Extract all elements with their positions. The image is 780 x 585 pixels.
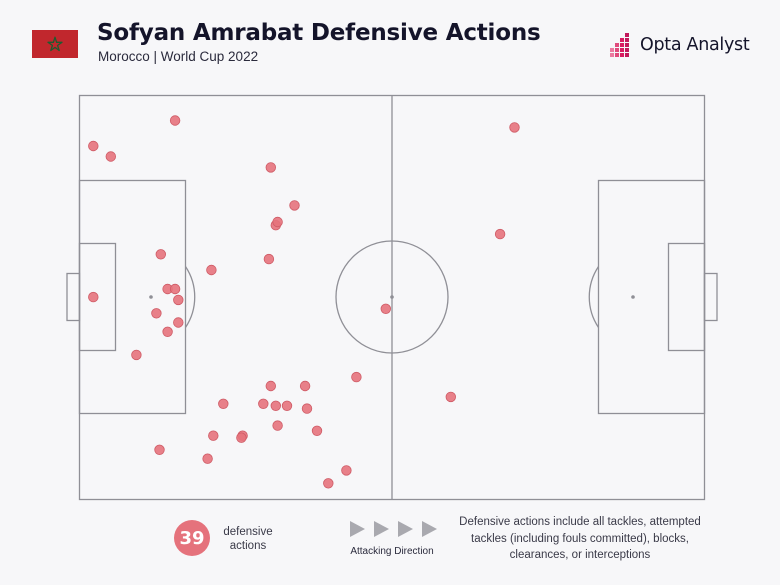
defensive-action-point: [351, 371, 362, 383]
right-penalty-arc: [588, 266, 600, 328]
defensive-action-point: [445, 391, 457, 403]
defensive-action-point: [169, 283, 181, 295]
action-count-badge: 39: [174, 520, 210, 556]
defensive-action-point: [494, 228, 506, 240]
defensive-action-point: [281, 400, 293, 412]
defensive-action-point: [208, 430, 219, 441]
defensive-action-point: [131, 349, 142, 361]
brand-name: Opta Analyst: [640, 35, 750, 55]
brand-logo: Opta Analyst: [607, 31, 750, 59]
right-penalty-spot: [631, 295, 635, 299]
defensive-action-point: [265, 380, 277, 392]
action-count-label: defensive actions: [223, 526, 273, 552]
defensive-action-point: [509, 122, 520, 133]
attacking-direction-label: Attacking Direction: [350, 546, 434, 557]
defensive-action-point: [162, 326, 173, 338]
defensive-action-point: [258, 398, 269, 410]
defensive-actions-layer: [88, 115, 520, 489]
left-penalty-spot: [149, 295, 153, 299]
left-goal: [66, 272, 81, 322]
defensive-action-point: [263, 253, 275, 265]
definition-note: Defensive actions include all tackles, a…: [459, 516, 701, 561]
right-goal: [703, 272, 718, 322]
defensive-action-point: [202, 453, 213, 464]
defensive-action-point: [173, 317, 184, 328]
defensive-action-point: [88, 291, 99, 303]
defensive-action-point: [272, 420, 283, 431]
chart-subtitle: Morocco | World Cup 2022: [98, 49, 259, 64]
defensive-action-point: [380, 303, 392, 315]
defensive-action-point: [206, 264, 217, 276]
defensive-action-point: [323, 478, 334, 489]
defensive-action-point: [299, 380, 311, 392]
defensive-action-point: [151, 308, 162, 319]
direction-arrow-icon: [422, 521, 437, 537]
defensive-action-point: [173, 294, 184, 306]
chart-title: Sofyan Amrabat Defensive Actions: [97, 20, 541, 46]
defensive-action-point: [218, 398, 229, 410]
defensive-action-point: [265, 162, 277, 173]
centre-circle: [335, 240, 449, 354]
opta-logo-icon: [610, 33, 629, 57]
defensive-action-point: [154, 444, 165, 456]
attacking-direction-arrows: [350, 521, 437, 537]
defensive-action-point: [289, 200, 300, 211]
defensive-action-point: [88, 140, 99, 152]
pitch-lines: [66, 94, 718, 501]
defensive-action-point: [311, 425, 323, 437]
centre-spot: [390, 295, 394, 299]
morocco-flag-icon: [32, 30, 78, 58]
defensive-action-point: [105, 151, 117, 162]
defensive-action-point: [236, 432, 247, 443]
right-penalty-area: [597, 179, 706, 415]
right-six-yard-box: [667, 242, 706, 352]
direction-arrow-icon: [374, 521, 389, 537]
direction-arrow-icon: [350, 521, 365, 537]
defensive-action-point: [169, 115, 181, 126]
defensive-action-point: [301, 403, 313, 414]
defensive-action-point: [155, 249, 167, 260]
direction-arrow-icon: [398, 521, 413, 537]
defensive-action-point: [270, 400, 282, 412]
defensive-action-point: [341, 465, 352, 476]
left-penalty-arc: [184, 266, 196, 328]
defensive-action-point: [272, 216, 283, 228]
